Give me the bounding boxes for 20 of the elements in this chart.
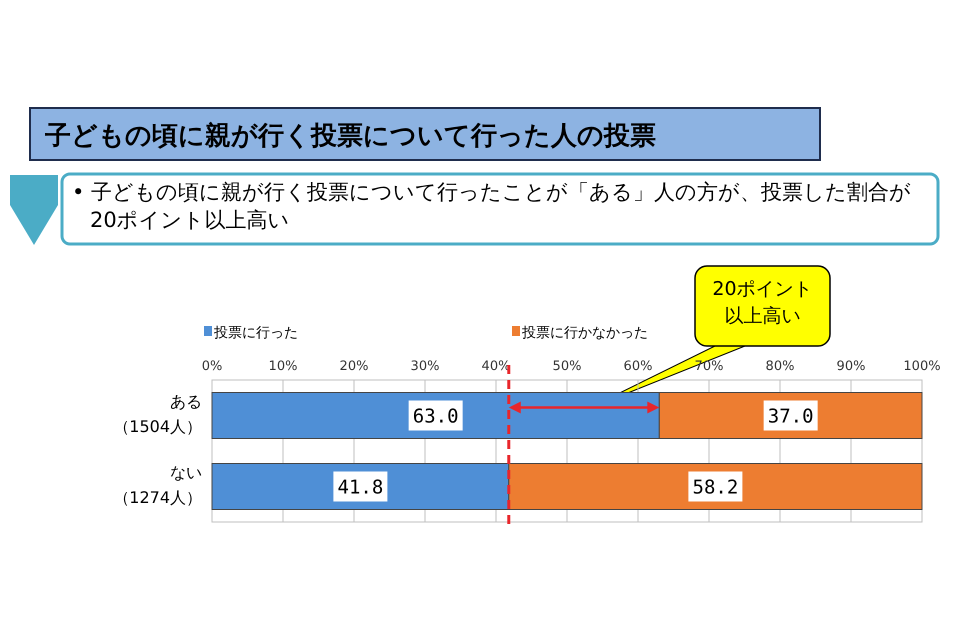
data-label: 58.2 [692, 476, 738, 498]
y-tick-label: ない（1274人） [112, 462, 202, 508]
x-tick-label: 0% [202, 359, 222, 374]
x-tick-label: 70% [694, 359, 724, 374]
x-tick-label: 90% [836, 359, 866, 374]
x-tick-label: 60% [624, 359, 652, 374]
chart-subtitle: • 子どもの頃に親が行く投票について行ったことが「ある」人の方が、投票した割合が20ポイント以上高い [72, 179, 912, 234]
x-tick-label: 10% [268, 359, 298, 374]
data-label: 37.0 [768, 406, 814, 428]
x-tick-label: 20% [340, 359, 368, 374]
x-tick-label: 50% [552, 359, 582, 374]
data-label: 41.8 [338, 476, 384, 498]
x-tick-label: 100% [903, 359, 941, 374]
x-tick-label: 30% [410, 359, 440, 374]
legend-label: 投票に行った [213, 325, 298, 341]
data-label: 63.0 [412, 406, 459, 428]
legend-label: 投票に行かなかった [521, 325, 648, 341]
chart-title: 子どもの頃に親が行く投票について行った人の投票 [44, 121, 656, 151]
y-tick-label: ある（1504人） [112, 390, 202, 438]
x-tick-label: 80% [766, 359, 794, 374]
